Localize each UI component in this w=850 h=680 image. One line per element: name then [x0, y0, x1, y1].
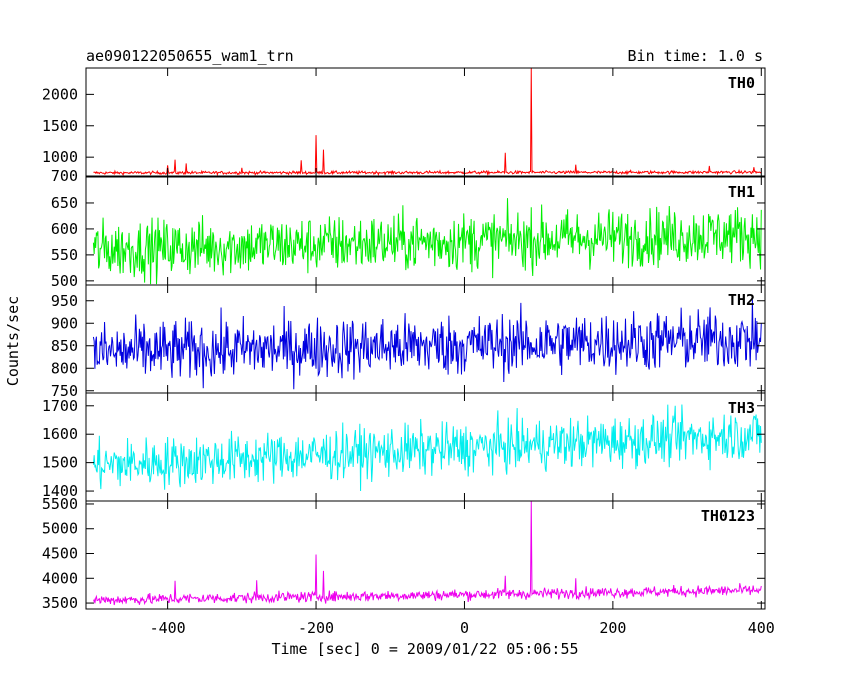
- y-tick-label: 750: [51, 382, 78, 400]
- y-tick-label: 600: [51, 220, 78, 238]
- y-tick-label: 1400: [42, 482, 78, 500]
- y-tick-label: 850: [51, 337, 78, 355]
- x-tick-label: -200: [298, 619, 334, 637]
- panel-th2: TH2 750 800 850 900 950: [51, 284, 766, 400]
- x-tick-label: 200: [599, 619, 626, 637]
- series-line-th0123: [92, 500, 762, 606]
- panel-label: TH2: [728, 291, 755, 309]
- y-tick-label: 5500: [42, 495, 78, 513]
- series-line-th0: [93, 67, 762, 177]
- panel-border: [85, 500, 766, 610]
- panel-border: [85, 392, 766, 502]
- y-tick-label: 800: [51, 359, 78, 377]
- y-tick-label: 4500: [42, 545, 78, 563]
- y-tick-label: 4000: [42, 569, 78, 587]
- panel-label: TH0: [728, 74, 755, 92]
- panel-border: [85, 67, 766, 177]
- y-tick-label: 900: [51, 314, 78, 332]
- y-axis-label: Counts/sec: [4, 296, 22, 386]
- y-tick-label: 1500: [42, 117, 78, 135]
- panel-label: TH3: [728, 399, 755, 417]
- series-line-th2: [92, 299, 762, 390]
- panel-th1: TH1 500 550 600 650: [51, 176, 766, 290]
- chart-title: ae090122050655_wam1_trn: [86, 47, 294, 65]
- y-tick-label: 1500: [42, 454, 78, 472]
- x-tick-label: -400: [150, 619, 186, 637]
- y-tick-label: 550: [51, 246, 78, 264]
- x-tick-label: 0: [460, 619, 469, 637]
- y-tick-label: 5000: [42, 520, 78, 538]
- panel-th0123: TH0123 3500 4000 4500 5000 5500: [42, 495, 766, 612]
- y-tick-label: 1000: [42, 148, 78, 166]
- y-tick-label: 1700: [42, 397, 78, 415]
- y-tick-label: 950: [51, 292, 78, 310]
- panels: TH0700100015002000TH1500550600650TH27508…: [42, 67, 775, 637]
- panel-label: TH0123: [701, 507, 755, 525]
- panel-th3: TH3 1400 1500 1600 1700: [42, 392, 766, 502]
- series-line-th3: [92, 404, 762, 491]
- x-axis-label: Time [sec] 0 = 2009/01/22 05:06:55: [271, 640, 578, 658]
- series-line-th1: [92, 198, 762, 285]
- panel-frame: [85, 392, 766, 502]
- x-tick-label: 400: [748, 619, 775, 637]
- chart-subtitle: Bin time: 1.0 s: [628, 47, 763, 65]
- y-tick-label: 2000: [42, 85, 78, 103]
- y-tick-label: 500: [51, 272, 78, 290]
- y-tick-label: 650: [51, 194, 78, 212]
- y-tick-label: 1600: [42, 425, 78, 443]
- panel-label: TH1: [728, 183, 755, 201]
- y-tick-label: 3500: [42, 594, 78, 612]
- panel-frame: [85, 67, 766, 177]
- y-tick-label: 700: [51, 167, 78, 185]
